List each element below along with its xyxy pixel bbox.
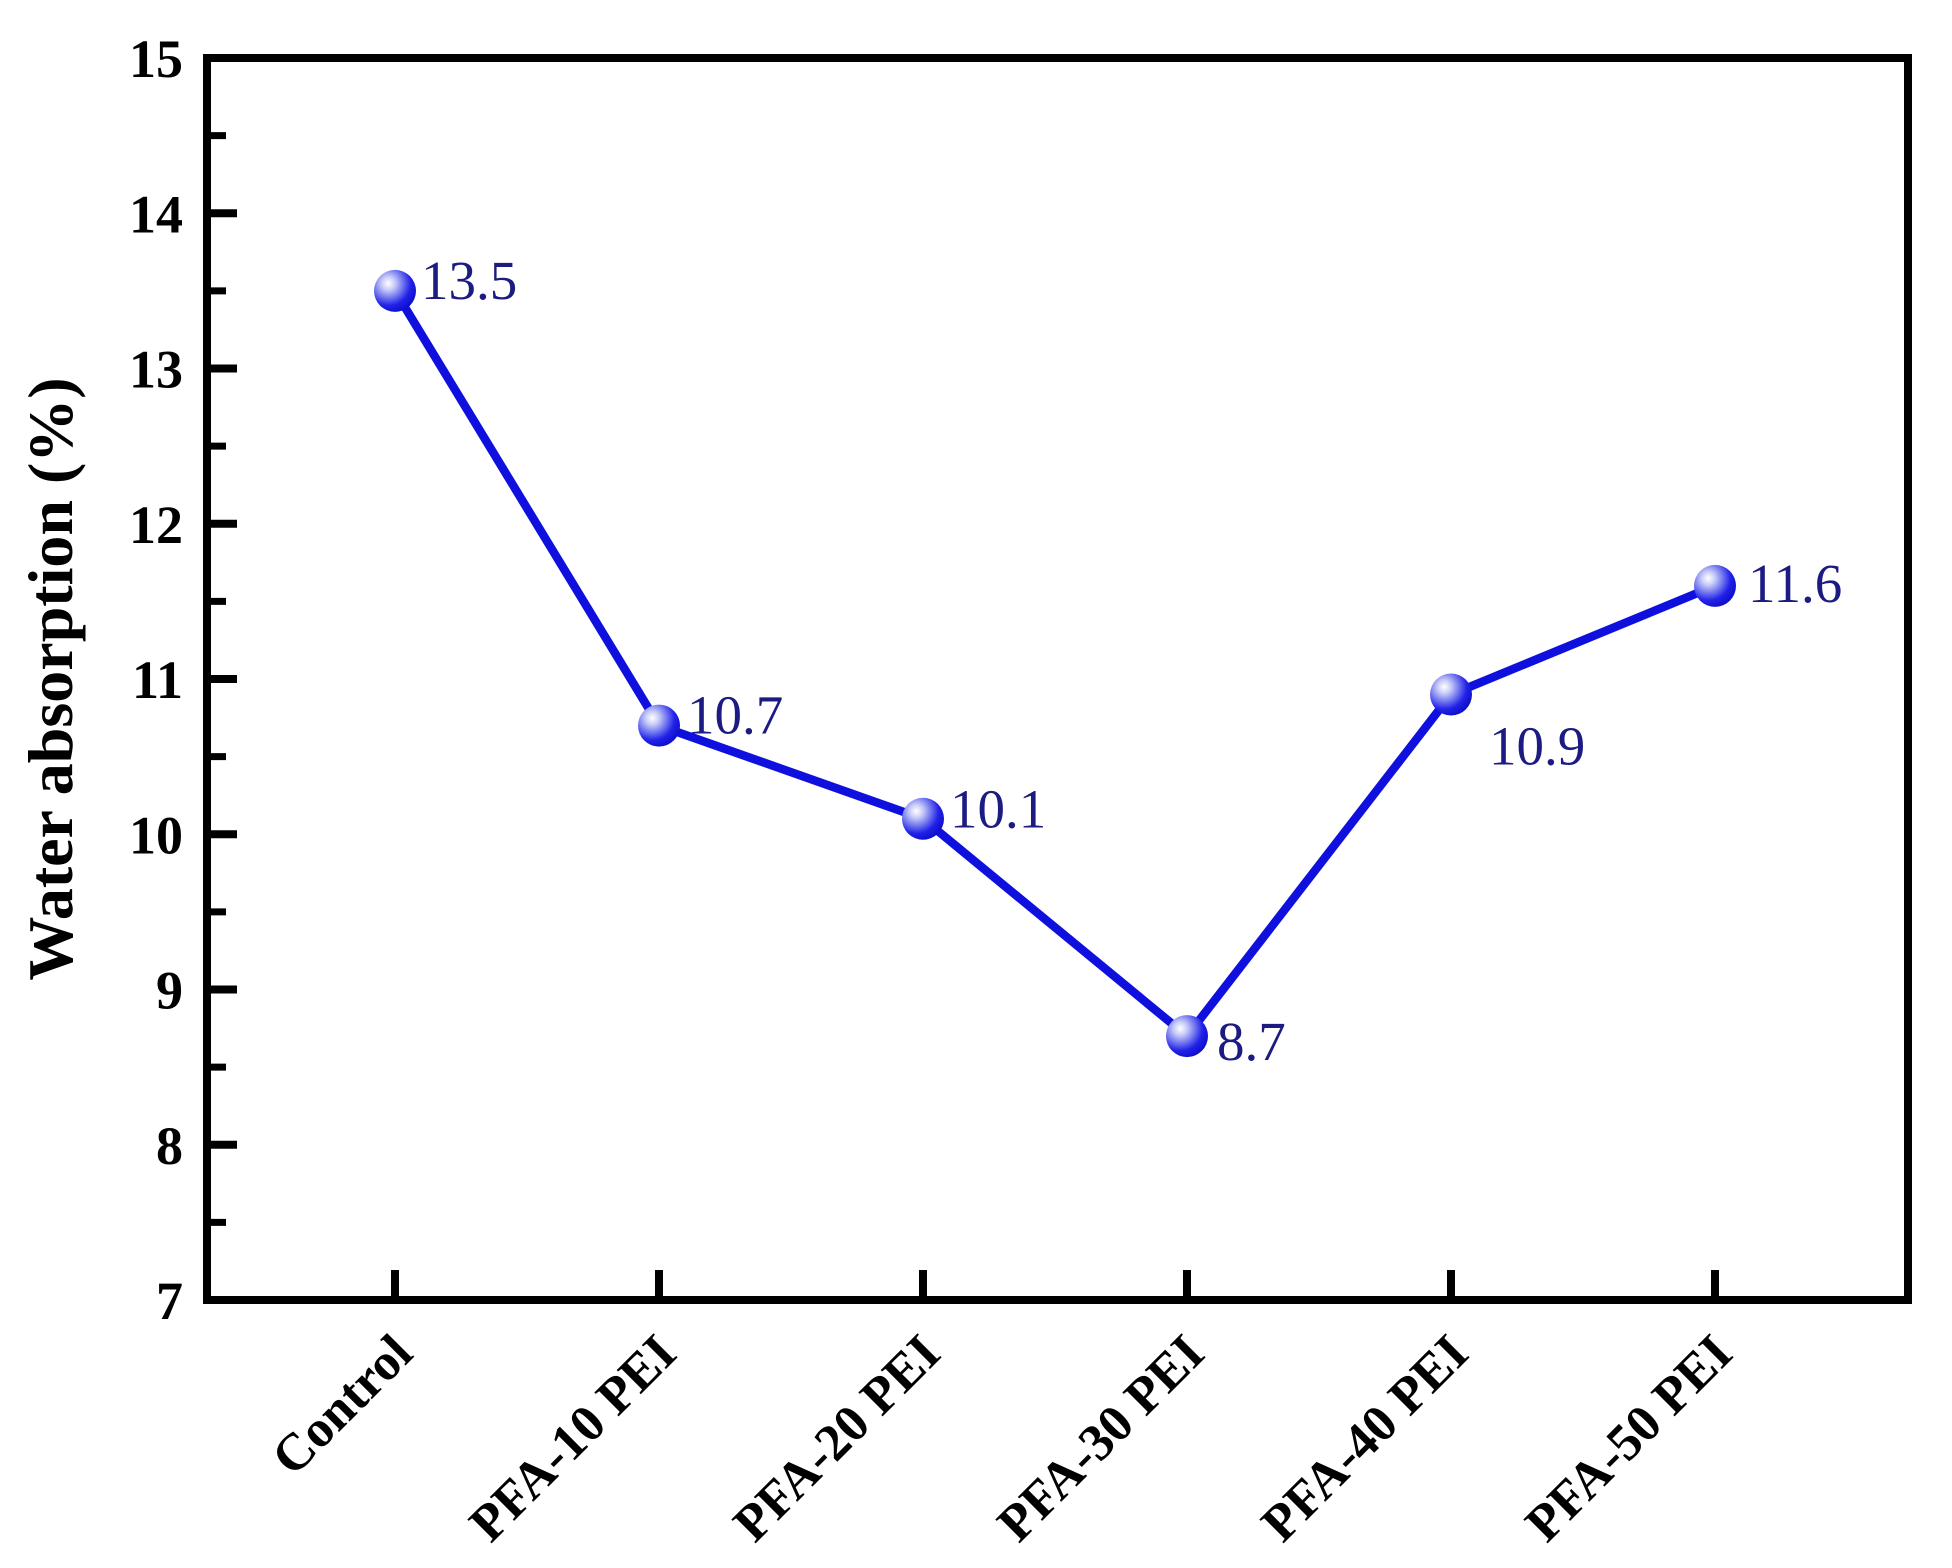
data-point-label: 10.1 [950,779,1046,840]
x-category-label: PFA-50 PEI [1515,1324,1744,1553]
y-axis-title: Water absorption (%) [15,377,86,980]
data-point-marker [902,797,944,840]
data-point-label: 8.7 [1217,1011,1286,1072]
y-axis-tick-labels: 7 8 9 10 11 12 13 14 15 [129,29,183,1331]
x-category-label: PFA-40 PEI [1251,1324,1480,1553]
y-axis-ticks [210,54,237,1304]
x-axis-ticks [391,1270,1719,1297]
x-axis-category-labels: Control PFA-10 PEI PFA-20 PEI PFA-30 PEI PFA… [261,1324,1743,1553]
axes-box [203,54,1912,1304]
x-category-label: Control [261,1324,423,1486]
x-category-label: PFA-10 PEI [459,1324,688,1553]
plot-frame [203,54,1912,1304]
y-tick-label: 9 [156,961,183,1021]
y-tick-label: 7 [156,1271,183,1331]
y-tick-label: 15 [129,29,183,89]
data-point-label: 10.9 [1489,716,1585,777]
y-tick-label: 11 [132,650,183,710]
data-point-label: 10.7 [687,685,783,746]
data-point-marker [1430,673,1472,716]
series-line [390,286,1720,1041]
y-tick-label: 14 [129,184,183,244]
data-point-marker [374,269,416,312]
data-point-marker [1694,564,1736,607]
x-category-label: PFA-20 PEI [723,1324,952,1553]
y-tick-label: 10 [129,805,183,865]
data-point-label: 11.6 [1748,553,1842,614]
data-point-label: 13.5 [421,250,517,311]
y-tick-label: 8 [156,1116,183,1176]
data-point-marker [638,704,680,747]
series-water-absorption [374,269,1736,1058]
y-tick-label: 13 [129,340,183,400]
x-category-label: PFA-30 PEI [987,1324,1216,1553]
data-point-labels: 13.5 10.7 10.1 8.7 10.9 11.6 [421,250,1842,1072]
y-tick-label: 12 [129,495,183,555]
data-point-marker [1166,1015,1208,1058]
